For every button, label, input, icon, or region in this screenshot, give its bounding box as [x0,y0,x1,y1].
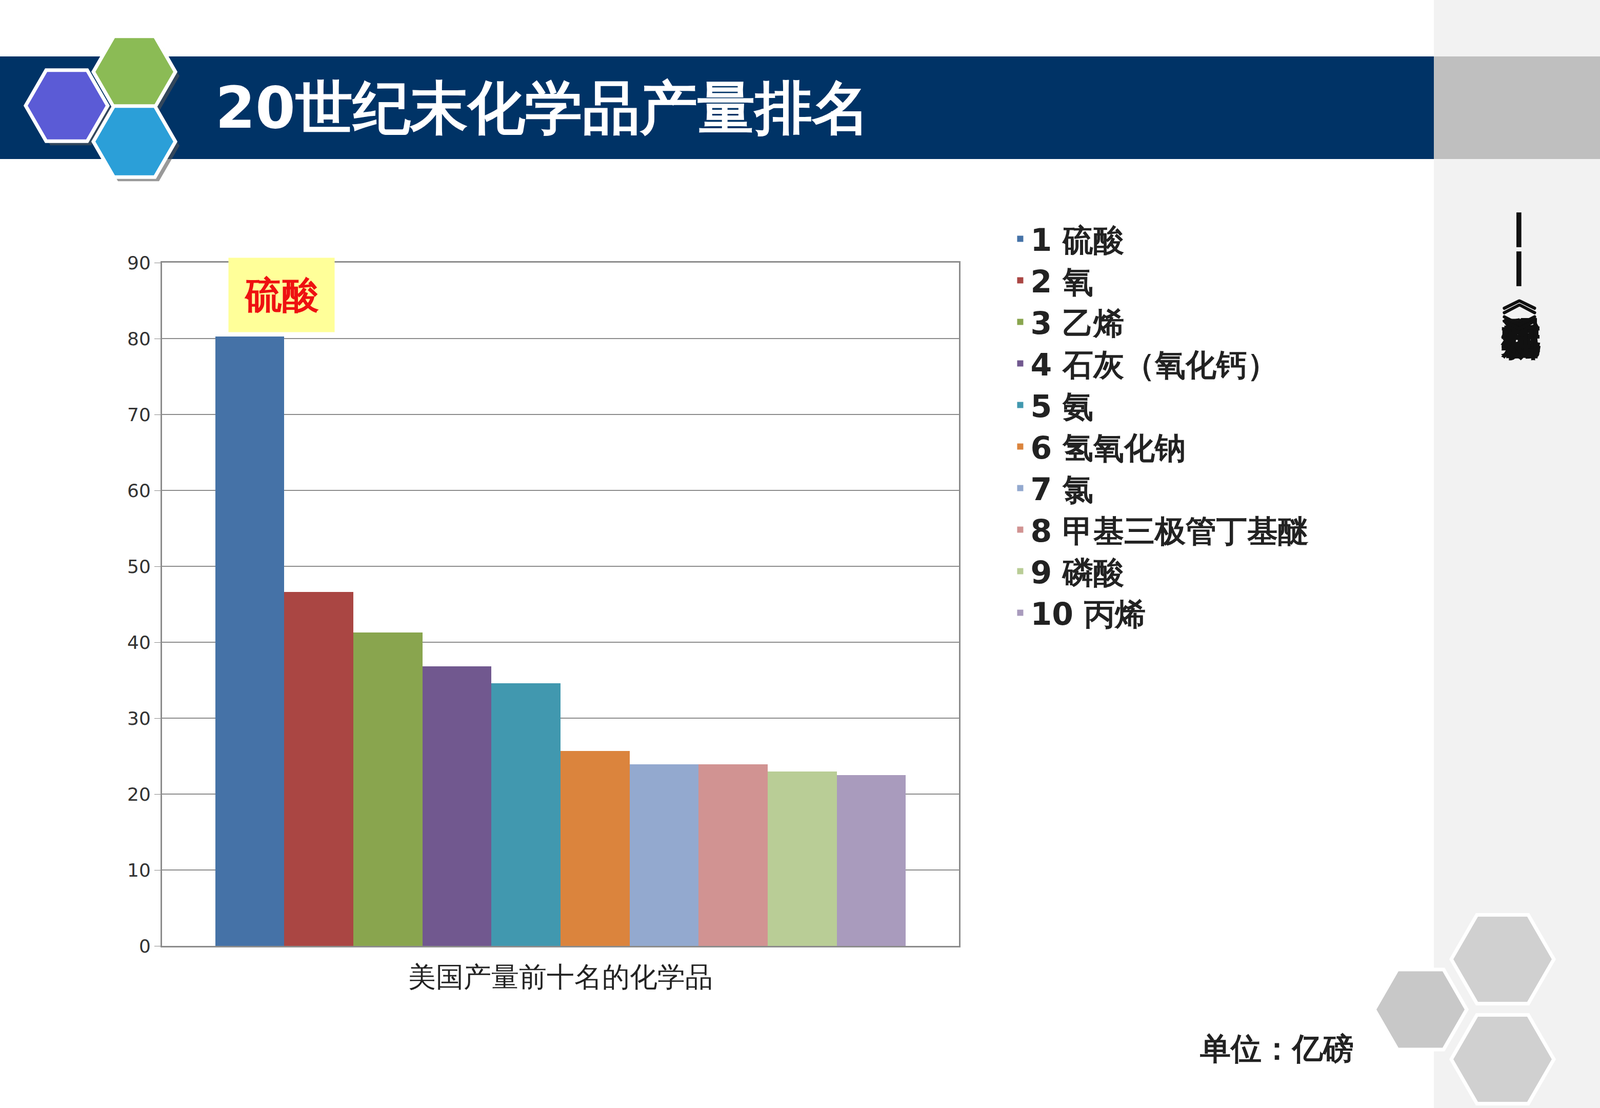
svg-text:2 氧: 2 氧 [1030,263,1094,300]
svg-text:10: 10 [127,859,151,881]
svg-text:60: 60 [127,480,151,502]
svg-text:20: 20 [127,783,151,805]
html-text:单位：亿磅: 单位：亿磅 [1200,1030,1354,1067]
svg-text:40: 40 [127,631,151,653]
html-text:——选自《化学与工程新知》: ——选自《化学与工程新知》 [1498,210,1545,289]
svg-text:90: 90 [127,252,151,274]
svg-text:5 氨: 5 氨 [1030,388,1094,425]
html-text:20世纪末化学品产量排名: 20世纪末化学品产量排名 [215,74,870,142]
svg-text:0: 0 [138,935,151,957]
svg-text:硫酸: 硫酸 [244,273,319,317]
svg-text:9 磷酸: 9 磷酸 [1030,554,1125,591]
svg-text:3 乙烯: 3 乙烯 [1030,305,1125,342]
svg-text:70: 70 [127,404,151,426]
svg-text:6 氢氧化钠: 6 氢氧化钠 [1030,429,1186,466]
svg-text:4 石灰（氧化钙）: 4 石灰（氧化钙） [1030,346,1278,383]
svg-text:7 氯: 7 氯 [1030,471,1094,508]
svg-text:1 硫酸: 1 硫酸 [1030,222,1125,258]
svg-text:10 丙烯: 10 丙烯 [1030,595,1146,632]
svg-text:30: 30 [127,707,151,729]
svg-text:80: 80 [127,328,151,350]
svg-text:美国产量前十名的化学品: 美国产量前十名的化学品 [408,960,713,993]
svg-text:50: 50 [127,555,151,577]
svg-text:8 甲基三极管丁基醚: 8 甲基三极管丁基醚 [1030,512,1309,549]
